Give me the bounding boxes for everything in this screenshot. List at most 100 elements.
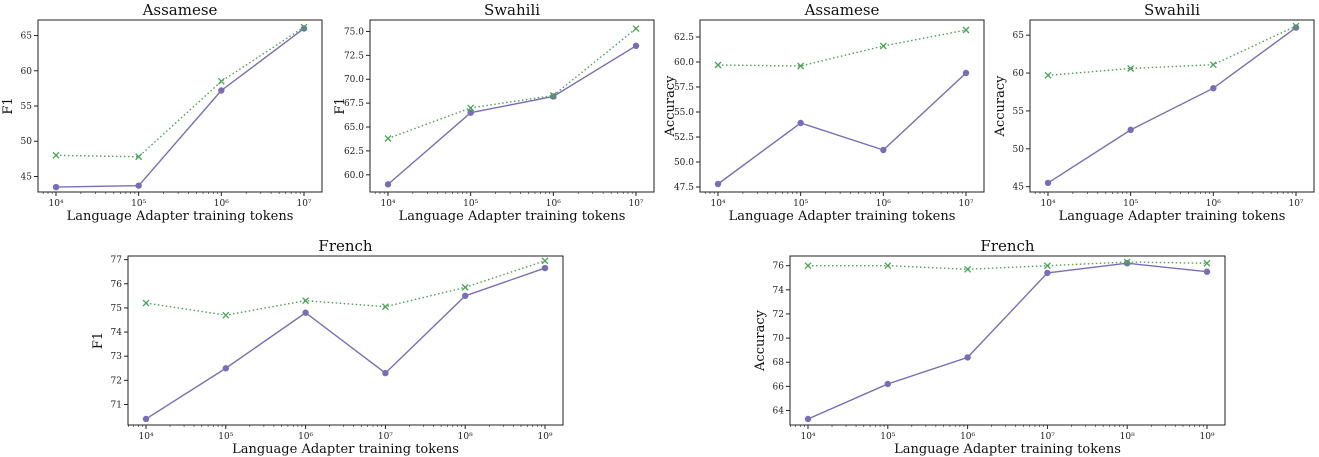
dotted-series-line [808,261,1208,270]
x-marker [1123,258,1131,266]
circle-marker [52,183,60,191]
circle-marker [222,365,229,372]
circle-marker [1044,179,1052,187]
y-tick-label: 71 [111,400,122,410]
x-axis-label: Language Adapter training tokens [729,209,956,224]
y-tick-label: 60.0 [674,58,694,68]
x-marker [541,257,549,265]
circle-marker [804,415,812,423]
x-tick-label: 10⁴ [48,199,63,209]
y-tick-label: 76 [773,262,785,272]
y-tick-label: 50 [1013,145,1025,155]
plot-frame [699,19,985,193]
circle-marker [384,181,392,188]
x-marker [302,297,310,305]
y-tick-label: 65 [21,32,33,42]
y-tick-label: 74 [773,286,785,296]
x-tick-label: 10⁷ [1040,432,1055,442]
y-axis-label: Accuracy [993,75,1008,138]
y-tick-label: 70 [773,334,785,344]
x-tick-label: 10⁶ [546,199,561,209]
solid-series-line [717,72,967,185]
y-axis-label: F1 [333,97,348,114]
x-tick-label: 10⁵ [218,432,233,442]
circle-marker [884,380,891,388]
y-axis-label: F1 [1,97,16,114]
circle-marker [797,119,804,127]
x-marker [135,153,143,161]
y-tick-label: 64 [773,407,785,417]
chart-title: French [980,237,1035,255]
x-tick-label: 10⁷ [958,199,973,209]
x-tick-label: 10⁶ [876,199,891,209]
y-tick-label: 45 [1013,183,1025,193]
x-marker [300,23,308,31]
chart-panel: Assamese Language Adapter training tokens… [1,1,323,224]
circle-marker [1127,126,1134,134]
x-marker [467,104,475,112]
x-tick-label: 10⁸ [1120,432,1135,442]
x-tick-label: 10⁹ [1199,432,1214,442]
chart-title: Swahili [1144,1,1200,19]
x-tick-label: 10⁷ [378,432,393,442]
chart-title: Assamese [142,1,218,19]
plot-frame [369,19,655,193]
x-tick-label: 10⁴ [380,199,395,209]
x-tick-label: 10⁶ [298,432,313,442]
solid-series-line [145,267,546,420]
y-tick-label: 45 [21,172,33,182]
chart-title: French [318,237,373,255]
y-tick-label: 72 [773,310,784,320]
plot-frame [789,255,1226,426]
x-marker [217,77,225,85]
dotted-series-line [1047,25,1297,77]
solid-series-line [55,27,305,188]
y-tick-label: 67.5 [344,99,364,109]
y-tick-label: 77 [111,256,123,266]
dotted-series-line [387,28,637,140]
dotted-series-line [145,260,546,316]
circle-marker [1203,268,1211,275]
chart-panel: French Language Adapter training tokens Ac… [753,237,1226,457]
circle-marker [964,354,971,361]
x-marker [549,92,557,99]
y-tick-label: 72 [111,376,122,386]
x-marker [714,61,722,69]
circle-marker [1210,84,1217,92]
y-tick-label: 65.0 [344,123,364,133]
y-tick-label: 72.5 [344,51,364,61]
x-tick-label: 10⁴ [710,199,725,209]
solid-series-line [807,262,1208,420]
dotted-series-line [55,26,305,158]
y-tick-label: 73 [111,352,123,362]
x-tick-label: 10⁷ [628,199,643,209]
solid-series-line [387,45,637,185]
x-marker [461,283,469,291]
chart-panel: Swahili Language Adapter training tokens A… [993,1,1315,224]
y-tick-label: 50.0 [674,158,694,168]
x-marker [1203,259,1211,267]
x-tick-label: 10⁶ [214,199,229,209]
y-tick-label: 55 [1013,107,1025,117]
x-marker [797,62,805,70]
y-tick-label: 60 [21,67,33,77]
x-tick-label: 10⁵ [131,199,146,209]
x-axis-label: Language Adapter training tokens [1059,209,1286,224]
circle-marker [302,309,309,316]
y-tick-label: 47.5 [674,183,694,193]
circle-marker [382,369,389,377]
y-tick-label: 62.5 [344,147,364,157]
circle-marker [218,87,225,94]
y-tick-label: 65 [1013,31,1025,41]
x-marker [142,299,150,307]
y-tick-label: 68 [773,358,785,368]
y-tick-label: 62.5 [674,33,694,43]
y-tick-label: 74 [111,328,123,338]
x-tick-label: 10⁶ [1206,199,1221,209]
chart-title: Assamese [804,1,880,19]
y-tick-label: 60 [1013,69,1025,79]
circle-marker [142,415,150,423]
y-axis-label: F1 [91,332,106,349]
x-marker [1292,22,1300,30]
